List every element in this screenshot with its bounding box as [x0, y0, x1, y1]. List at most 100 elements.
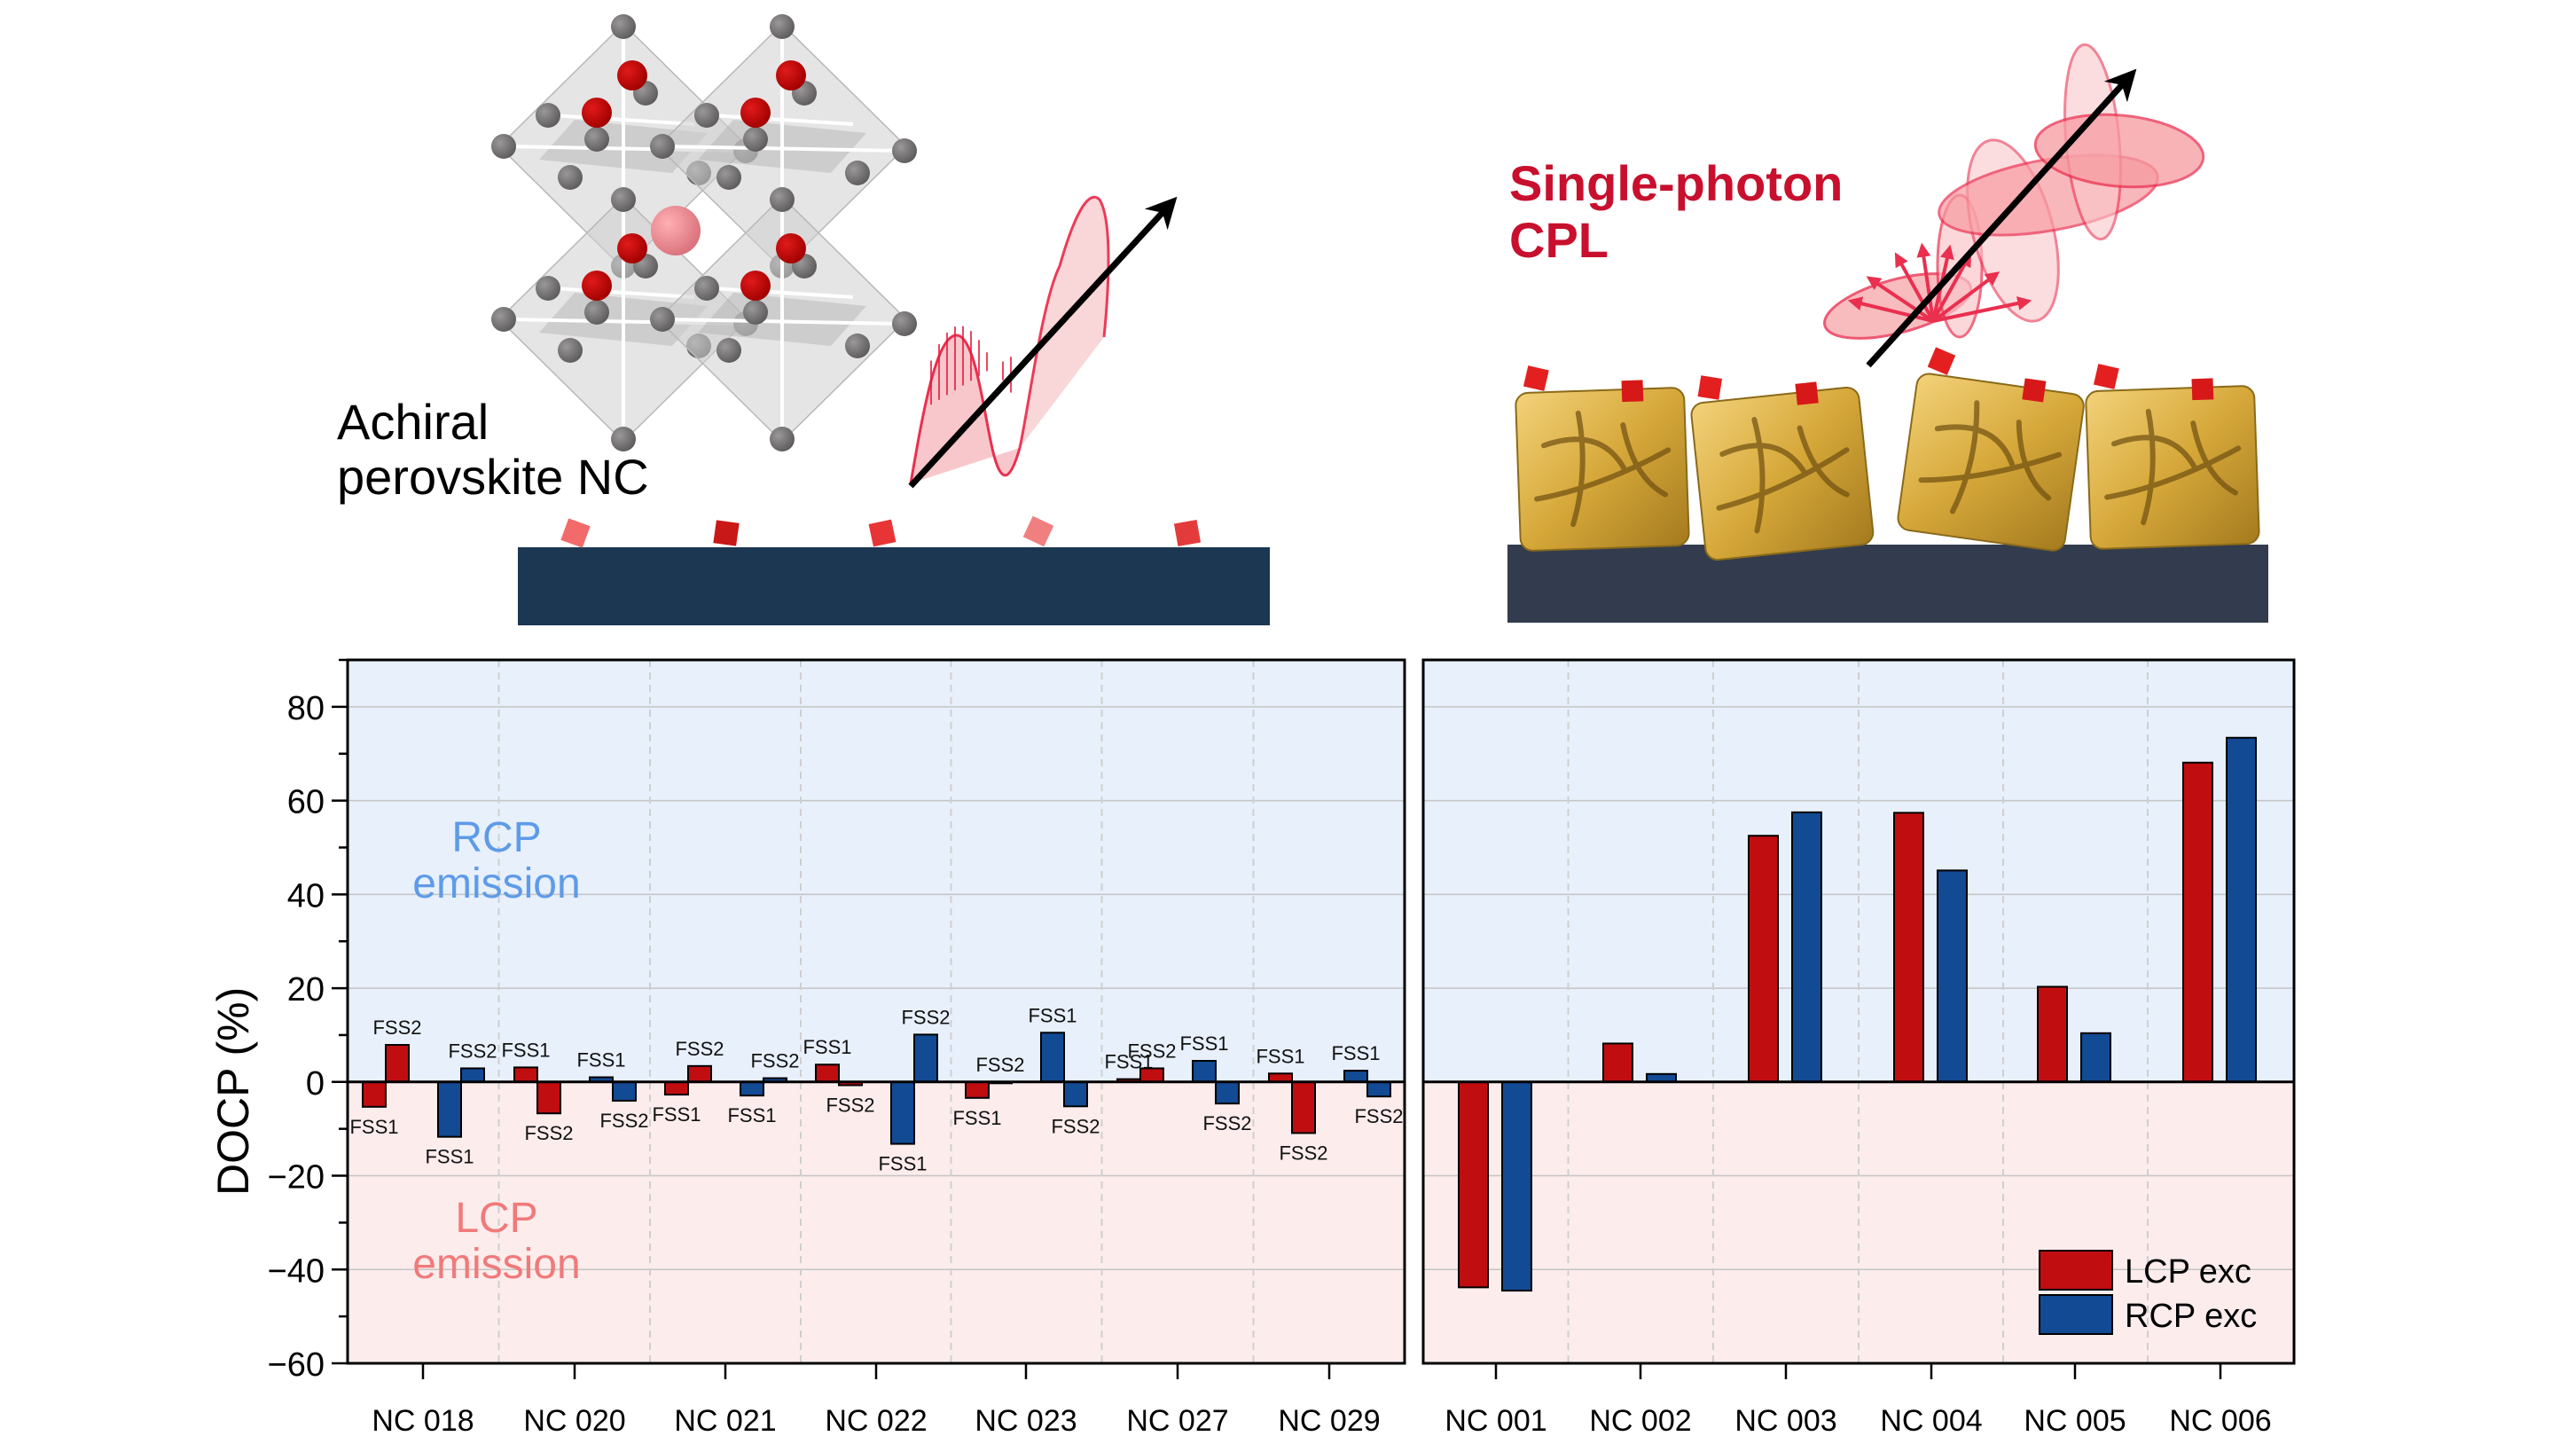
nanocrystal-dot: [1621, 380, 1644, 403]
bar-rcp-exc-fss1: [437, 1080, 462, 1138]
y-tick-label: 20: [287, 971, 325, 1009]
halide-atom: [743, 300, 768, 325]
y-tick-label: −40: [268, 1252, 325, 1290]
bar-label: FSS2: [826, 1095, 874, 1117]
halide-atom: [892, 311, 917, 336]
bar-rcp-exc-fss2: [1215, 1080, 1240, 1105]
y-axis-label: DOCP (%): [208, 987, 258, 1196]
metal-atom: [617, 60, 647, 90]
nanocrystal-dot: [2093, 364, 2119, 389]
bar-rcp-exc: [1791, 811, 1822, 1083]
bar-label: FSS1: [727, 1104, 776, 1126]
achiral-label-line1: Achiral: [337, 394, 489, 450]
bar-lcp-exc: [1748, 835, 1779, 1083]
nanocrystal-dot: [1927, 347, 1956, 375]
bar-rcp-exc: [1937, 869, 1968, 1083]
halide-atom: [536, 276, 560, 301]
bar-label: FSS1: [1179, 1032, 1228, 1055]
metal-atom: [776, 233, 806, 263]
bar-label: FSS2: [1051, 1115, 1100, 1137]
cube-body: [1515, 387, 1690, 552]
bar-lcp-exc: [1602, 1042, 1633, 1083]
halide-atom: [650, 307, 675, 332]
gold-nanocube: [1515, 365, 1690, 552]
lcp-zone-background: [348, 1081, 1405, 1363]
axes-frame: [1421, 658, 2296, 1365]
substrate-left: [518, 547, 1270, 625]
bar-lcp-exc: [2037, 985, 2068, 1083]
bar-label: FSS2: [1127, 1040, 1176, 1062]
bar-rcp-exc-fss1: [1040, 1032, 1065, 1083]
bar-label: FSS2: [1279, 1142, 1327, 1164]
octahedron: [650, 14, 917, 279]
halide-atom: [536, 103, 560, 128]
legend-label: RCP exc: [2125, 1298, 2257, 1335]
x-category-label: NC 004: [1880, 1404, 1982, 1438]
halide-atom: [558, 338, 583, 363]
cpl-title-line2: CPL: [1509, 212, 1609, 268]
bar-label: FSS2: [599, 1110, 648, 1132]
y-tick-label: 0: [306, 1065, 325, 1103]
x-category-label: NC 022: [825, 1404, 927, 1438]
cube-body: [2085, 385, 2260, 550]
bar-lcp-exc: [1458, 1080, 1489, 1289]
bar-lcp-exc: [2182, 761, 2213, 1083]
halide-atom: [716, 338, 741, 363]
bar-label: FSS1: [425, 1146, 474, 1168]
perovskite-crystal-icon: [491, 14, 917, 451]
substrate-right: [1507, 545, 2268, 623]
bar-label: FSS1: [803, 1036, 851, 1058]
gold-nanocube: [1897, 347, 2085, 552]
bar-lcp-exc: [1893, 812, 1924, 1083]
linear-polarized-wave-icon: [909, 195, 1110, 484]
lcp-emission-label: LCP: [455, 1195, 537, 1242]
docp-chart-chiral: NC 001 NC 002 NC 003 NC 004 NC 005 NC 006 LCP …: [1421, 658, 2296, 1438]
y-tick-label: 60: [287, 784, 325, 821]
bar-label: FSS2: [901, 1006, 950, 1028]
legend-swatch: [2039, 1294, 2113, 1335]
bar-label: FSS2: [372, 1016, 421, 1039]
bar-lcp-exc-fss2: [1291, 1080, 1316, 1134]
nanocrystal-dot: [1697, 375, 1723, 400]
metal-atom: [776, 60, 806, 90]
bar-rcp-exc-fss2: [913, 1033, 938, 1083]
halide-atom: [650, 134, 675, 159]
halide-atom: [584, 300, 609, 325]
x-category-label: NC 006: [2169, 1404, 2271, 1438]
x-category-label: NC 001: [1445, 1404, 1546, 1438]
halide-atom: [558, 165, 583, 190]
bar-lcp-exc-fss1: [664, 1080, 689, 1096]
bond: [552, 286, 695, 299]
nanocrystal-dot: [1795, 381, 1819, 405]
bar-label: FSS2: [975, 1054, 1024, 1076]
metal-atom: [740, 271, 771, 301]
bar-rcp-exc-fss2: [1063, 1080, 1088, 1108]
metal-atom: [740, 98, 771, 128]
cpl-emission-arrow-icon: [1866, 68, 2137, 368]
halide-atom: [770, 14, 795, 39]
bar-label: FSS2: [524, 1122, 573, 1144]
halide-atom: [770, 427, 795, 451]
halide-atom: [743, 127, 768, 152]
bar-label: FSS1: [501, 1039, 550, 1061]
halide-atom: [770, 187, 795, 212]
cpl-title-line1: Single-photon: [1509, 155, 1843, 211]
bar-label: FSS1: [349, 1116, 398, 1138]
emission-arrow-icon: [908, 196, 1178, 489]
bond: [666, 318, 898, 326]
y-tick-label: −60: [268, 1346, 325, 1384]
bar-rcp-exc: [2226, 736, 2257, 1083]
bond: [710, 114, 854, 126]
x-category-label: NC 023: [975, 1404, 1077, 1438]
halide-atom: [611, 187, 636, 212]
nanocrystal-dot: [2191, 378, 2214, 401]
bond: [710, 286, 854, 299]
bar-label: FSS1: [952, 1107, 1001, 1129]
bar-label: FSS2: [750, 1050, 799, 1072]
rcp-emission-label: RCP: [451, 814, 541, 861]
bar-label: FSS1: [1331, 1042, 1380, 1064]
x-category-label: NC 018: [372, 1404, 474, 1438]
metal-atom: [582, 98, 612, 128]
halide-atom: [491, 307, 516, 332]
